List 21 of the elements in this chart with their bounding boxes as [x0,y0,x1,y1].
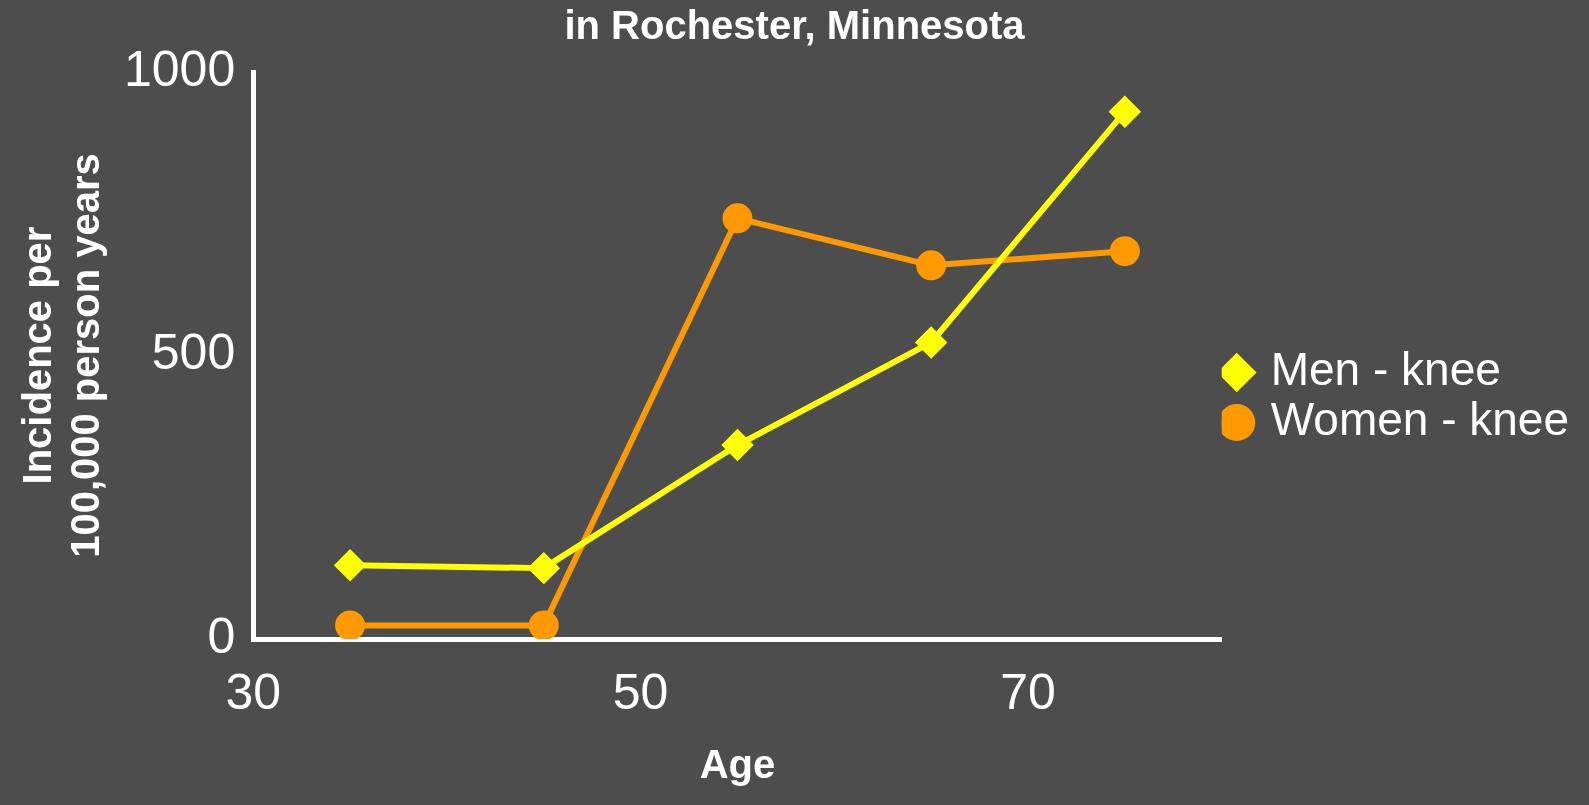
chart-title: in Rochester, Minnesota [564,3,1026,48]
x-tick-label: 70 [1000,663,1056,720]
y-tick-label: 0 [207,607,236,664]
point [335,610,366,639]
x-axis-title: Age [699,742,776,787]
y-axis-title: Incidence per 100,000 person years [15,153,108,558]
y-tick-label: 1000 [124,40,236,97]
point [916,250,947,281]
point [528,553,559,584]
legend-label: Women - knee [1270,393,1569,446]
point [1109,236,1140,267]
point [722,203,753,234]
x-tick-label: 30 [225,663,282,720]
point [335,550,366,581]
legend-label: Men - knee [1270,343,1501,396]
point [528,610,559,639]
point [722,430,753,461]
point [916,327,947,358]
point [1109,96,1140,127]
y-tick-label: 500 [151,324,236,381]
x-tick-label: 50 [612,663,669,720]
